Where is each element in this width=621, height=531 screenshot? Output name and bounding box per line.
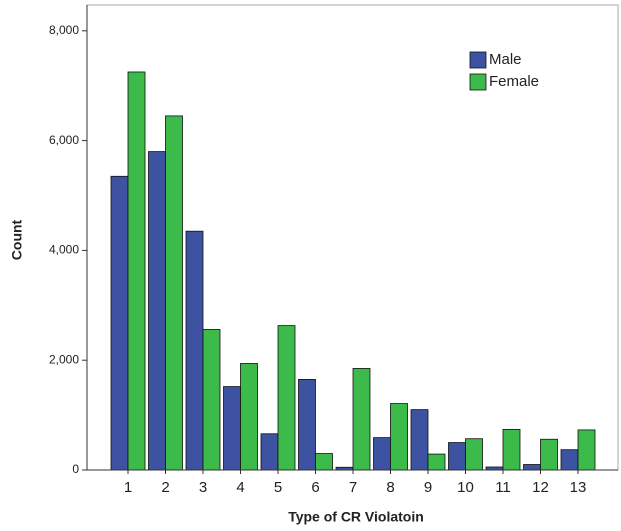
bar <box>560 449 579 471</box>
bar <box>577 429 596 471</box>
bar <box>352 368 371 471</box>
bar <box>110 175 129 471</box>
x-tick-label: 4 <box>236 479 244 496</box>
bar <box>315 453 333 471</box>
x-tick-label: 10 <box>457 479 474 496</box>
bar <box>202 329 221 471</box>
bar <box>240 363 258 471</box>
x-tick-label: 5 <box>274 479 282 496</box>
bar <box>277 325 296 471</box>
y-tick-label: 4,000 <box>49 243 79 257</box>
bar <box>148 151 166 471</box>
y-tick-label: 2,000 <box>49 352 79 366</box>
bar <box>260 433 279 471</box>
legend-swatch <box>469 73 487 91</box>
bar <box>298 379 316 471</box>
legend-label: Male <box>489 51 522 68</box>
bar <box>223 386 241 471</box>
x-axis-label: Type of CR Violatoin <box>288 509 424 525</box>
bar <box>540 438 558 471</box>
bar <box>410 409 429 471</box>
x-tick-label: 11 <box>495 479 511 496</box>
bar <box>390 403 408 471</box>
legend-swatch <box>469 51 487 69</box>
legend-label: Female <box>489 73 539 90</box>
bar <box>185 230 204 471</box>
x-tick-label: 1 <box>124 479 132 496</box>
x-tick-label: 8 <box>386 479 394 496</box>
x-tick-label: 2 <box>161 479 169 496</box>
bar <box>448 442 466 471</box>
bar <box>127 71 146 471</box>
y-tick-label: 0 <box>72 462 79 476</box>
y-tick-label: 6,000 <box>49 133 79 147</box>
x-tick-label: 3 <box>199 479 207 496</box>
x-tick-label: 6 <box>311 479 319 496</box>
bar <box>165 115 183 471</box>
bar <box>502 428 521 471</box>
bar <box>427 453 446 471</box>
x-tick-label: 7 <box>349 479 357 496</box>
y-tick-label: 8,000 <box>49 23 79 37</box>
bar <box>373 437 391 471</box>
x-tick-label: 12 <box>532 479 549 496</box>
y-axis-label: Count <box>9 219 25 260</box>
bar <box>465 438 483 471</box>
x-tick-label: 13 <box>570 479 587 496</box>
bar <box>523 464 541 471</box>
x-tick-label: 9 <box>424 479 432 496</box>
